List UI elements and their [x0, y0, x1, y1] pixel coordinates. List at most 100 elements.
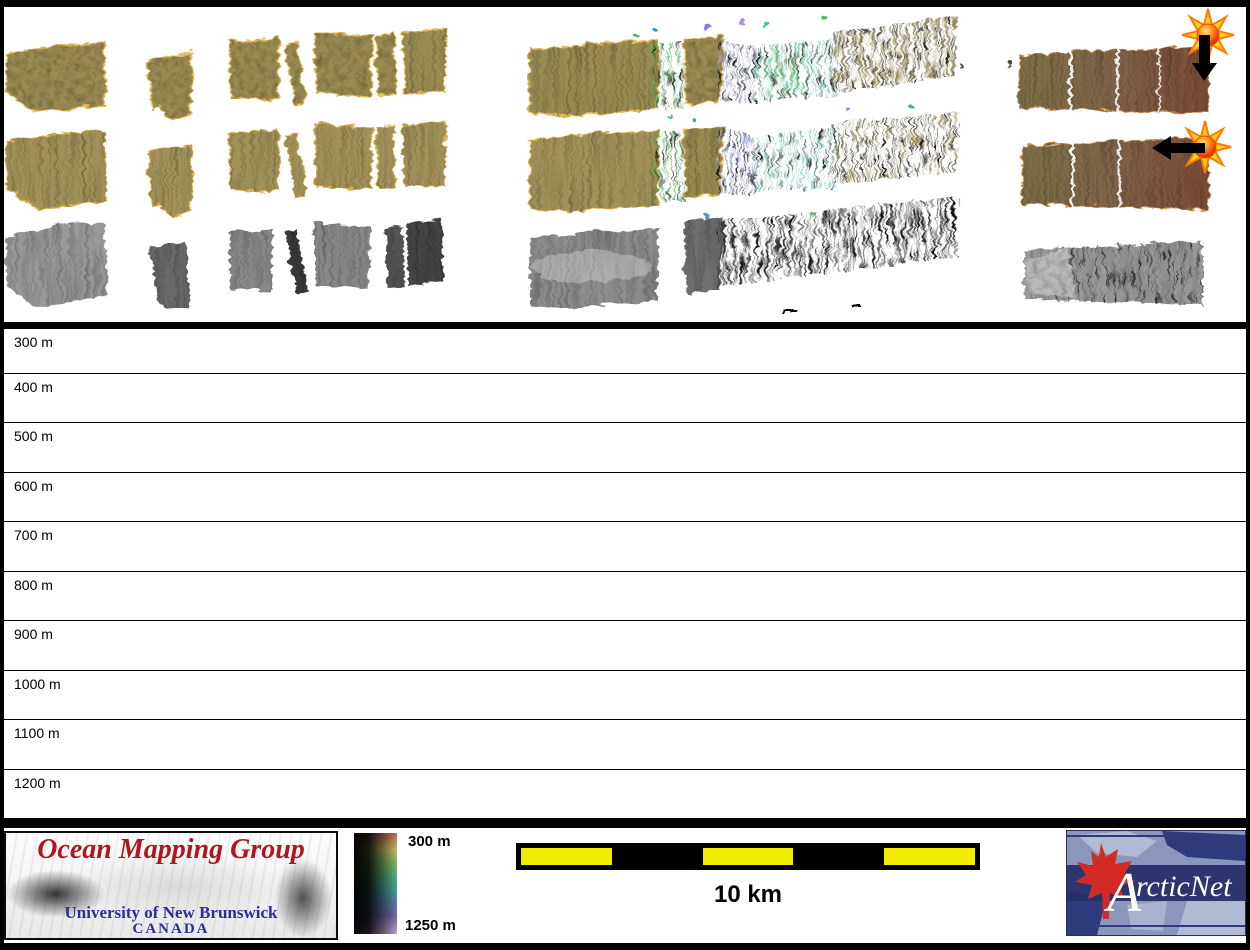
- maple-leaf-icon: [1075, 843, 1135, 919]
- swath-gap: [1116, 135, 1119, 207]
- depth-gridline-row: 700 m: [4, 521, 1246, 570]
- swath-patch: [282, 39, 306, 105]
- swath-patch: [226, 35, 278, 99]
- swath-row-grayscale-right: [1022, 240, 1200, 303]
- swath-patch: [145, 142, 192, 216]
- scale-segment: [521, 848, 612, 865]
- speckle-band: [648, 39, 688, 108]
- scale-bar-label: 10 km: [713, 881, 783, 908]
- depth-label: 900 m: [14, 626, 53, 643]
- band-line: [1067, 835, 1245, 837]
- swath-patch: [145, 50, 192, 120]
- colorbar-top-label: 300 m: [408, 833, 451, 850]
- swath-patch: [399, 25, 445, 92]
- swath-patch: [149, 240, 187, 309]
- depth-label: 800 m: [14, 576, 53, 593]
- swath-mosaic-panel: [4, 7, 1246, 322]
- ocean-mapping-group-logo: Ocean Mapping Group University of New Br…: [4, 831, 338, 940]
- arcticnet-title: A rcticNet: [1103, 862, 1232, 924]
- depth-gridline-row: 800 m: [4, 570, 1246, 620]
- speckle-band: [750, 125, 838, 189]
- swath-mosaic: [4, 8, 1235, 311]
- swath-patch: [527, 127, 657, 211]
- scale-segment: [793, 848, 884, 865]
- depth-label: 400 m: [14, 379, 53, 395]
- map-landmass: [1077, 831, 1157, 857]
- map-landmass: [1067, 891, 1107, 935]
- depth-scale-panel: 300 m 400 m 500 m 600 m 700 m 800 m 900 …: [4, 329, 1246, 818]
- point-cloud-dots: [631, 12, 1010, 218]
- scale-segment: [612, 848, 703, 865]
- depth-gridline-row: 1100 m: [4, 719, 1246, 768]
- arcticnet-title-initial: A: [1103, 862, 1142, 924]
- omg-country: CANADA: [132, 921, 210, 937]
- depth-gridline-row: 500 m: [4, 422, 1246, 471]
- arcticnet-title-rest: rcticNet: [1136, 870, 1232, 903]
- swath-patch: [4, 221, 106, 305]
- map-scale-bar: [516, 843, 980, 870]
- band-line: [1067, 925, 1245, 927]
- swath-fragment: [850, 304, 858, 307]
- depth-gridline-row: 300 m: [4, 329, 1246, 373]
- speckle-band: [820, 204, 850, 263]
- arcticnet-logo-art: A rcticNet: [1067, 831, 1245, 935]
- speckle-band: [830, 13, 955, 91]
- swath-patch: [282, 130, 306, 196]
- swath-patch: [311, 30, 372, 95]
- map-landmass: [1127, 901, 1167, 931]
- swath-row-shaded-right: [1016, 44, 1208, 112]
- swath-patch: [227, 228, 271, 290]
- depth-colorbar: [354, 833, 397, 934]
- speckle-band: [1052, 240, 1200, 303]
- depth-label: 600 m: [14, 477, 53, 494]
- swath-patch: [384, 224, 402, 286]
- depth-label: 300 m: [14, 334, 53, 350]
- arcticnet-logo: A rcticNet: [1066, 830, 1246, 936]
- swath-row-shaded-middle: [527, 13, 955, 115]
- swath-patch: [373, 29, 395, 94]
- scale-segment: [702, 848, 794, 865]
- swath-patch: [1022, 245, 1074, 295]
- arrow-down-icon: [1192, 35, 1217, 81]
- omg-university: University of New Brunswick: [64, 903, 278, 922]
- depth-label: 1200 m: [14, 774, 61, 791]
- swath-gap: [1156, 45, 1158, 111]
- omg-title: Ocean Mapping Group: [37, 834, 305, 865]
- swath-patch: [682, 215, 722, 292]
- swath-patch: [527, 37, 657, 115]
- swath-patch: [399, 118, 445, 186]
- swath-patch: [4, 128, 105, 208]
- depth-label: 1000 m: [14, 675, 61, 692]
- swath-patch: [404, 217, 442, 283]
- swath-patch: [283, 227, 306, 294]
- speckle-band: [830, 111, 957, 181]
- swath-patch: [1016, 44, 1208, 112]
- swath-gap: [1069, 135, 1072, 207]
- swath-row-striated-left: [4, 118, 445, 216]
- swath-patch: [311, 122, 372, 189]
- footer-panel: Ocean Mapping Group University of New Br…: [4, 828, 1246, 943]
- depth-gridline-row: 400 m: [4, 373, 1246, 422]
- speckle-band: [714, 36, 758, 102]
- speckle-band: [892, 196, 920, 253]
- depth-gridline-row: 600 m: [4, 471, 1246, 521]
- swath-gap: [1114, 45, 1117, 111]
- scale-segment: [884, 848, 975, 865]
- colorbar-bottom-label: 1250 m: [405, 917, 456, 934]
- swath-highlight: [529, 249, 649, 281]
- swath-patch: [681, 33, 723, 104]
- depth-gridline-row: 1200 m: [4, 768, 1246, 818]
- swath-gap: [1067, 45, 1070, 111]
- arrow-left-icon: [1152, 136, 1205, 160]
- speckle-band: [760, 37, 804, 95]
- swath-row-grayscale-middle: [528, 195, 957, 311]
- depth-gridline-row: 900 m: [4, 620, 1246, 669]
- swath-patch: [681, 123, 723, 196]
- swath-row-striated-middle: [527, 111, 957, 211]
- depth-label: 1100 m: [14, 725, 60, 742]
- depth-label: 500 m: [14, 428, 53, 445]
- depth-gridline-row: 1000 m: [4, 669, 1246, 719]
- swath-patch: [373, 122, 395, 188]
- swath-patch: [4, 40, 105, 112]
